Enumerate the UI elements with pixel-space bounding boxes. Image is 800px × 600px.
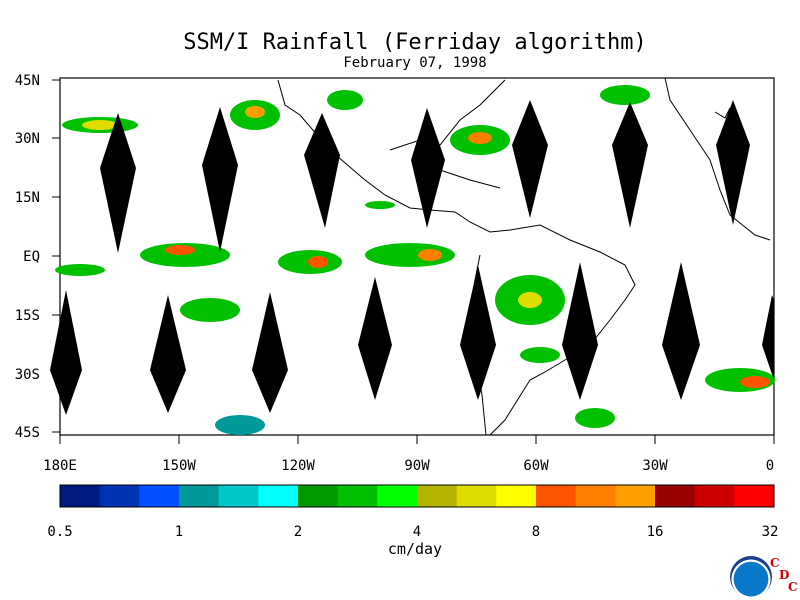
colorbar-tick-label: 32 <box>762 524 779 540</box>
colorbar-swatch <box>615 485 656 507</box>
lon-label: 120W <box>281 458 315 474</box>
cdc-letter: C <box>788 580 798 594</box>
colorbar-unit: cm/day <box>387 540 443 558</box>
lat-label: 30N <box>15 131 40 147</box>
colorbar-swatch <box>575 485 616 507</box>
colorbar-swatch <box>536 485 577 507</box>
data-gap-diamonds <box>50 100 774 415</box>
colorbar-swatch <box>496 485 537 507</box>
lon-label: 0 <box>766 458 774 474</box>
map-title: SSM/I Rainfall (Ferriday algorithm) <box>183 30 647 55</box>
lon-label: 180E <box>43 458 77 474</box>
latitude-axis: 45N 30N 15N EQ 15S 30S 45S <box>15 73 60 441</box>
colorbar-swatch <box>99 485 140 507</box>
lon-label: 60W <box>523 458 549 474</box>
colorbar-tick-label: 8 <box>532 524 540 540</box>
colorbar-swatch <box>377 485 418 507</box>
colorbar-swatch <box>179 485 220 507</box>
longitude-axis: 180E 150W 120W 90W 60W 30W 0 <box>43 435 775 474</box>
lat-label: 45S <box>15 425 40 441</box>
lon-label: 150W <box>162 458 196 474</box>
colorbar-swatch <box>337 485 378 507</box>
colorbar-tick-label: 16 <box>647 524 664 540</box>
colorbar-tick-label: 1 <box>175 524 183 540</box>
colorbar-tick-label: 2 <box>294 524 302 540</box>
lon-label: 90W <box>404 458 430 474</box>
rainfall-patches <box>55 85 775 435</box>
lat-label: EQ <box>23 249 40 265</box>
colorbar-swatch <box>218 485 259 507</box>
map-date: February 07, 1998 <box>343 55 487 71</box>
colorbar-swatch <box>456 485 497 507</box>
colorbar-swatch <box>417 485 458 507</box>
colorbar-legend <box>59 484 775 508</box>
noaa-logo <box>730 556 772 598</box>
colorbar-swatch <box>298 485 339 507</box>
colorbar-swatch <box>734 485 775 507</box>
cdc-letter: C <box>770 556 780 570</box>
colorbar-ticks: 0.5 1 2 4 8 16 32 <box>47 524 778 540</box>
lat-label: 15N <box>15 190 40 206</box>
colorbar-swatch <box>694 485 735 507</box>
lat-label: 45N <box>15 73 40 89</box>
colorbar-tick-label: 4 <box>413 524 421 540</box>
colorbar-swatch <box>60 485 101 507</box>
lat-label: 30S <box>15 367 40 383</box>
cdc-letter: D <box>779 568 790 582</box>
lat-label: 15S <box>15 308 40 324</box>
colorbar-frame <box>59 484 775 508</box>
colorbar-swatch <box>139 485 180 507</box>
colorbar-tick-label: 0.5 <box>47 524 72 540</box>
colorbar-swatch <box>258 485 299 507</box>
lon-label: 30W <box>642 458 668 474</box>
colorbar-swatch <box>655 485 696 507</box>
